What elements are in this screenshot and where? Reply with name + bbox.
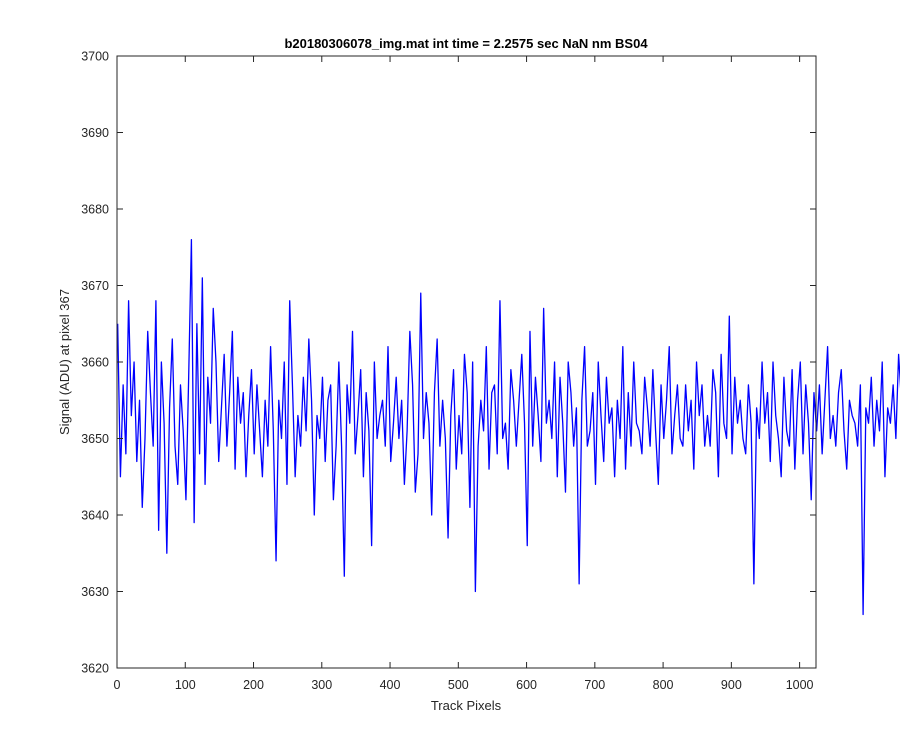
x-tick-label: 100 (175, 678, 196, 692)
series-group (117, 238, 900, 616)
y-tick-label: 3690 (81, 126, 109, 140)
x-tick-label: 400 (380, 678, 401, 692)
x-axis-label: Track Pixels (431, 698, 502, 713)
x-tick-label: 200 (243, 678, 264, 692)
x-tick-label: 900 (721, 678, 742, 692)
x-tick-group: 0 100 200 300 400 500 600 700 800 900 1000 (114, 56, 814, 692)
y-tick-label: 3670 (81, 279, 109, 293)
x-tick-label: 1000 (786, 678, 814, 692)
x-tick-label: 800 (653, 678, 674, 692)
chart-title: b20180306078_img.mat int time = 2.2575 s… (284, 36, 648, 51)
x-tick-label: 0 (114, 678, 121, 692)
plot-area (117, 56, 816, 668)
y-tick-label: 3620 (81, 662, 109, 676)
x-tick-label: 700 (584, 678, 605, 692)
series-line-0 (117, 238, 900, 616)
y-tick-label: 3660 (81, 356, 109, 370)
x-tick-label: 500 (448, 678, 469, 692)
x-tick-label: 600 (516, 678, 537, 692)
x-tick-label: 300 (311, 678, 332, 692)
y-tick-label: 3700 (81, 50, 109, 64)
y-tick-group: 3620 3630 3640 3650 3660 3670 3680 3690 3700 (81, 50, 816, 676)
y-axis-label: Signal (ADU) at pixel 367 (57, 289, 72, 435)
y-tick-label: 3650 (81, 432, 109, 446)
y-tick-label: 3630 (81, 585, 109, 599)
y-tick-label: 3680 (81, 203, 109, 217)
y-tick-label: 3640 (81, 509, 109, 523)
